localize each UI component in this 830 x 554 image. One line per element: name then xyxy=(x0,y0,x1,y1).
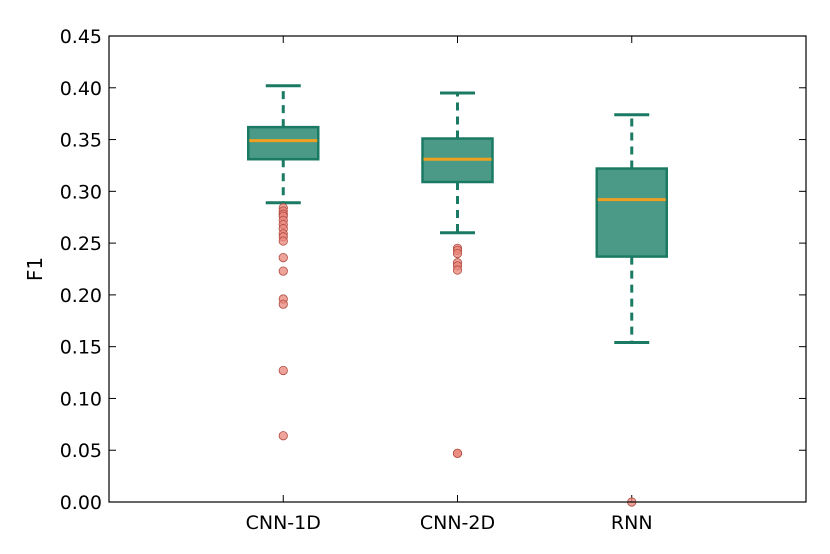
outlier-point xyxy=(278,236,288,246)
iqr-box xyxy=(595,167,668,258)
x-tick-label: CNN-2D xyxy=(420,512,495,534)
y-axis: 0.00 0.05 0.10 0.15 0.20 0.25 0.30 0.35 0.40 0.45 xyxy=(60,26,806,514)
y-tick-label: 0.15 xyxy=(60,337,102,359)
y-tick-label: 0.30 xyxy=(60,181,102,203)
outlier-point xyxy=(278,431,288,441)
plot-frame xyxy=(108,35,807,503)
x-tick-label: RNN xyxy=(611,512,653,534)
x-axis: CNN-1D CNN-2D RNN xyxy=(246,36,653,534)
box-group-cnn-1d xyxy=(247,84,320,441)
outlier-point xyxy=(452,265,463,275)
y-tick-label: 0.40 xyxy=(60,78,102,100)
y-tick-label: 0.20 xyxy=(60,285,102,307)
box-group-cnn-2d xyxy=(421,91,494,458)
y-tick-label: 0.05 xyxy=(60,440,102,462)
outlier-point xyxy=(452,248,463,259)
outlier-point xyxy=(278,266,288,276)
outlier-point xyxy=(278,253,288,263)
outlier-point xyxy=(452,448,463,458)
y-tick-label: 0.45 xyxy=(60,26,102,48)
y-tick-label: 0.00 xyxy=(60,492,102,514)
box-group-rnn xyxy=(595,113,668,507)
outlier-point xyxy=(278,299,288,309)
y-tick-label: 0.25 xyxy=(60,233,102,255)
y-axis-label: F1 xyxy=(23,257,47,281)
iqr-box xyxy=(247,125,320,161)
y-tick-label: 0.35 xyxy=(60,130,102,152)
x-tick-label: CNN-1D xyxy=(246,512,321,534)
box-series xyxy=(247,84,668,507)
outlier-point xyxy=(278,365,288,376)
y-tick-label: 0.10 xyxy=(60,388,102,410)
